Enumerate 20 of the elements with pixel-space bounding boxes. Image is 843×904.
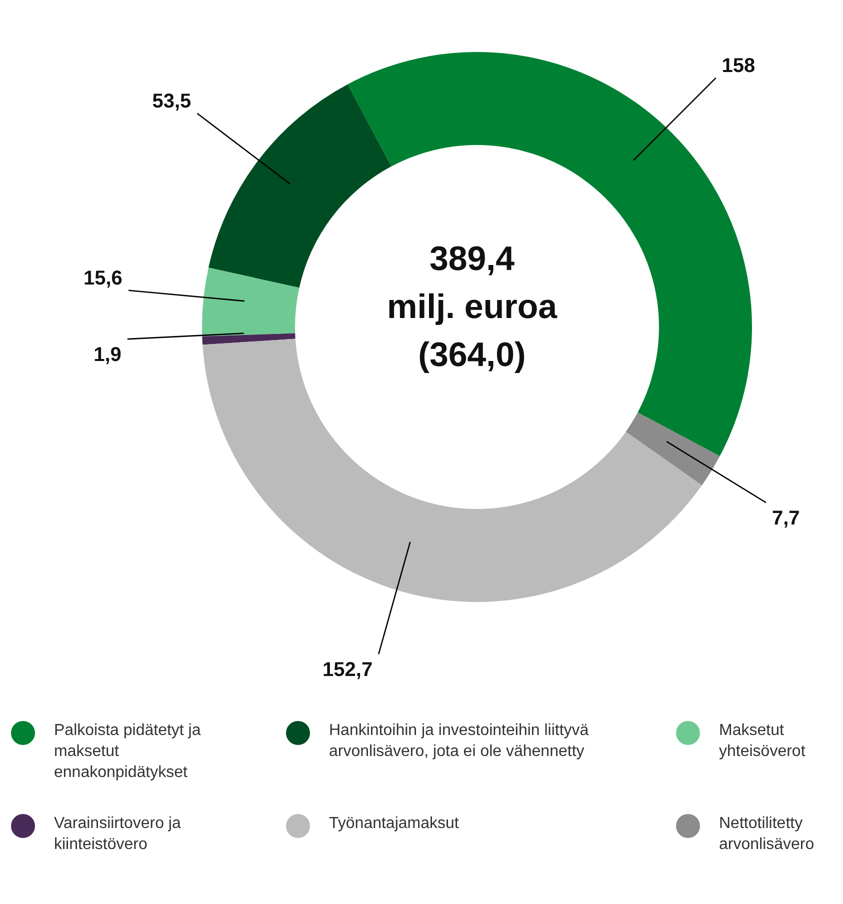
legend-label: Hankintoihin ja investointeihin liittyvä arvonlisävero, jota ei ole vähennetty	[329, 721, 589, 762]
text: (364,0)	[418, 336, 526, 374]
text: milj. euroa	[386, 288, 558, 326]
legend-label: Työnantajamaksut	[329, 814, 460, 834]
legend-label: Maksetut yhteisöverot	[719, 721, 806, 762]
data-label: 15,6	[84, 267, 122, 290]
text: 389,4	[429, 240, 515, 278]
donut-slice	[626, 412, 720, 486]
data-label: 152,7	[322, 659, 373, 682]
data-label: 158	[722, 54, 756, 77]
data-label: 1,9	[94, 344, 122, 366]
donut-slice	[202, 268, 300, 336]
legend-label: Palkoista pidätetyt ja maksetut ennakonpidätykset	[54, 721, 202, 783]
data-label: 53,5	[152, 90, 192, 112]
donut-slice	[202, 338, 702, 602]
legend-label: Nettotilitetty arvonlisävero	[719, 814, 816, 855]
donut-slice	[202, 333, 296, 345]
legend-label: Varainsiirtovero ja kiinteistövero	[54, 814, 182, 855]
data-label: 7,7	[772, 508, 800, 530]
donut-slice	[208, 84, 392, 288]
